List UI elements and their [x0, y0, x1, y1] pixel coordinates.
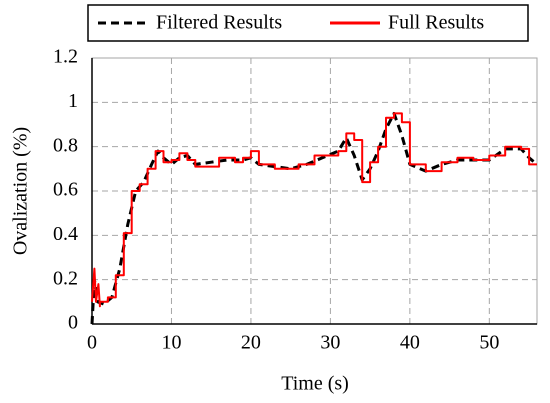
y-axis-label: Ovalization (%): [10, 127, 32, 255]
y-tick-label: 0.4: [53, 223, 78, 245]
x-axis-label: Time (s): [281, 373, 349, 395]
legend-label: Full Results: [388, 12, 484, 34]
y-tick-label: 0.8: [53, 134, 78, 156]
x-tick-label: 0: [87, 332, 97, 354]
y-tick-label: 0: [68, 312, 78, 334]
x-tick-label: 40: [400, 332, 420, 354]
x-tick-label: 10: [161, 332, 181, 354]
x-tick-label: 30: [320, 332, 340, 354]
series-line: [91, 112, 537, 308]
legend-label: Filtered Results: [156, 12, 282, 34]
y-tick-label: 0.6: [53, 179, 78, 201]
series-line: [90, 111, 538, 325]
x-tick-label: 50: [479, 332, 499, 354]
y-tick-label: 0.2: [53, 267, 78, 289]
legend-box: [87, 4, 529, 42]
x-tick-label: 20: [241, 332, 261, 354]
y-tick-label: 1.2: [53, 46, 78, 68]
y-tick-label: 1: [68, 90, 78, 112]
